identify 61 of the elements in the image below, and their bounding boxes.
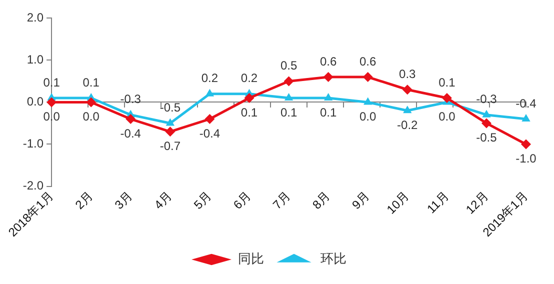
data-label: -0.2: [397, 118, 418, 132]
point: [244, 93, 254, 104]
data-label: -0.4: [516, 96, 537, 110]
point: [166, 118, 175, 126]
data-label: 0.1: [438, 75, 456, 90]
data-label: 0.0: [360, 110, 377, 124]
point: [165, 126, 176, 137]
data-label: 0.2: [240, 71, 258, 86]
x-tick-label: 7月: [270, 188, 294, 212]
y-tick-label: -1.0: [22, 136, 44, 151]
point: [403, 106, 412, 114]
point: [126, 114, 136, 124]
point: [46, 97, 57, 108]
legend-label: 同比: [238, 251, 264, 266]
x-tick-label: 11月: [424, 188, 452, 216]
y-tick-label: -2.0: [22, 178, 44, 193]
x-tick-label: 6月: [230, 188, 254, 212]
point: [442, 93, 452, 104]
point: [481, 118, 492, 128]
data-label: 0.1: [280, 105, 298, 120]
y-tick-label: 1.0: [26, 52, 44, 67]
data-label: 0.1: [320, 105, 337, 120]
x-tick-label: 3月: [112, 188, 136, 212]
point: [522, 114, 530, 122]
x-tick-label: 5月: [191, 188, 214, 212]
point: [324, 93, 333, 101]
point: [284, 76, 294, 86]
point: [364, 97, 372, 105]
x-tick-label: 9月: [349, 188, 372, 212]
data-label: 0.6: [320, 54, 337, 68]
data-label: -0.7: [160, 138, 181, 153]
point: [362, 72, 373, 82]
point: [204, 114, 215, 124]
data-label: 0.5: [280, 58, 298, 73]
data-label: -0.4: [199, 126, 220, 140]
data-label: 0.1: [82, 75, 100, 90]
data-label: 0.0: [82, 110, 100, 124]
data-label: -1.0: [516, 152, 537, 166]
data-label: 0.3: [399, 66, 416, 81]
data-label: 0.1: [240, 105, 258, 120]
point: [402, 84, 412, 95]
data-label: -0.5: [476, 130, 498, 145]
point: [323, 72, 334, 82]
point: [482, 110, 491, 118]
x-tick-label: 2月: [72, 188, 96, 212]
data-label: -0.4: [120, 126, 142, 140]
data-label: 0.6: [360, 54, 377, 68]
x-tick-label: 4月: [152, 188, 175, 212]
x-tick-label: 12月: [463, 188, 491, 217]
data-label: -0.5: [160, 100, 181, 115]
point: [284, 93, 294, 101]
point: [521, 139, 531, 150]
x-tick-label: 8月: [310, 188, 333, 212]
y-tick-label: 2.0: [26, 10, 44, 25]
point: [205, 88, 214, 96]
data-label: 0.2: [201, 71, 218, 86]
data-label: 0.0: [438, 110, 456, 124]
point: [86, 97, 96, 108]
x-tick-label: 10月: [384, 188, 412, 217]
y-tick-label: 0.0: [26, 94, 44, 109]
legend-label: 环比: [320, 251, 346, 266]
